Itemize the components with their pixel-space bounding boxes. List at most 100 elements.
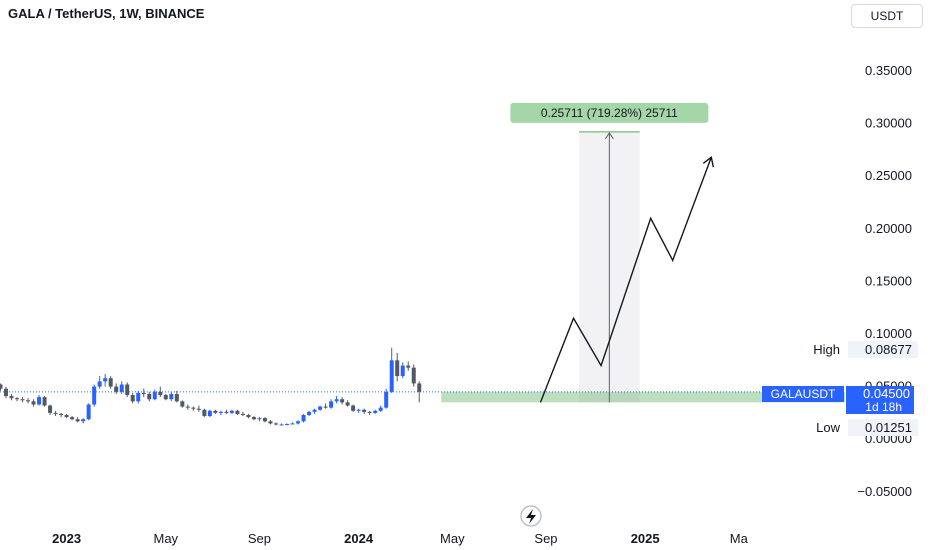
candle-body [37, 397, 42, 405]
x-tick-label: 2025 [631, 531, 660, 546]
x-tick-label: May [440, 531, 465, 546]
countdown: 1d 18h [865, 400, 902, 414]
candle-body [174, 393, 179, 402]
candle-body [218, 411, 223, 413]
candle-body [384, 391, 389, 408]
low-value-bg [848, 419, 918, 436]
candle-body [202, 409, 207, 417]
last-price: 0.04500 [863, 386, 910, 401]
candle-body [296, 421, 301, 424]
candle-body [15, 398, 20, 400]
x-axis: Sep2023MaySep2024MaySep2025Ma [52, 531, 749, 546]
high-label: High [813, 342, 840, 357]
candle-body [323, 406, 328, 408]
measure-label-box [510, 102, 709, 123]
y-tick-label: 0.35000 [865, 63, 912, 78]
measure-label: 0.25711 (719.28%) 25711 [541, 106, 678, 120]
candle-body [185, 406, 190, 408]
series-name-badge [762, 386, 844, 402]
candle-body [108, 378, 113, 387]
candle-body [273, 423, 278, 425]
candle-body [240, 413, 245, 416]
candle-body [207, 410, 212, 417]
y-tick-label: 0.10000 [865, 326, 912, 341]
candle-body [169, 393, 174, 400]
y-tick-label: 0.30000 [865, 116, 912, 131]
currency-selector-button[interactable]: USDT [851, 4, 923, 28]
candle-body [70, 417, 75, 420]
candle-body [125, 384, 130, 396]
y-tick-label: 0.20000 [865, 221, 912, 236]
candle-body [48, 405, 53, 413]
candle-body [373, 410, 378, 413]
candle-body [4, 388, 8, 397]
candle-body [42, 397, 47, 406]
candle-body [356, 409, 361, 411]
candle-body [191, 407, 196, 409]
candle-body [351, 405, 356, 411]
candle-body [9, 396, 14, 399]
accumulation-zone [441, 391, 845, 403]
high-value-bg [848, 341, 918, 358]
x-tick-label: Ma [730, 531, 749, 546]
candle-body [279, 424, 284, 426]
candle-body [251, 417, 256, 420]
y-tick-label: 0.25000 [865, 168, 912, 183]
candle-body [158, 391, 163, 396]
candle-body [97, 381, 102, 387]
candle-body [152, 391, 157, 400]
candles-layer [0, 347, 422, 426]
candle-body [406, 365, 411, 368]
candle-body [103, 378, 108, 382]
candle-body [312, 409, 317, 412]
candle-body [92, 386, 97, 405]
x-tick-label: May [154, 531, 179, 546]
high-label-bg [806, 341, 844, 358]
candle-body [26, 400, 31, 402]
candle-body [53, 412, 58, 414]
x-tick-label: Sep [534, 531, 557, 546]
chart-title: GALA / TetherUS, 1W, BINANCE [8, 6, 205, 21]
candle-body [180, 401, 185, 407]
candle-body [367, 411, 372, 413]
candle-body [417, 383, 422, 392]
y-tick-label: −0.05000 [857, 484, 912, 499]
y-axis: 0.35000 0.30000 0.25000 0.20000 0.15000 0.100… [857, 63, 912, 499]
lightning-icon [526, 509, 536, 524]
x-tick-label: Sep [248, 531, 271, 546]
candle-body [262, 418, 267, 422]
candle-body [64, 415, 69, 418]
candle-body [301, 415, 306, 422]
candle-body [318, 406, 323, 410]
candle-body [136, 392, 141, 402]
candle-body [235, 410, 240, 414]
candle-body [329, 401, 334, 408]
candle-body [31, 401, 36, 405]
low-label-bg [810, 419, 844, 436]
measure-arrow-head [604, 132, 614, 140]
projection-path [539, 157, 712, 403]
candle-body [285, 423, 290, 425]
candle-body [114, 386, 119, 392]
x-tick-label: 2023 [52, 531, 81, 546]
candle-body [362, 409, 367, 412]
candle-body [119, 384, 124, 392]
candle-body [307, 411, 312, 416]
projection-layer [539, 156, 715, 403]
candle-body [229, 410, 234, 413]
x-tick-label: 2024 [344, 531, 374, 546]
candle-body [130, 395, 135, 402]
measure-layer: 0.25711 (719.28%) 25711 [510, 102, 709, 403]
tradingview-logo [520, 505, 542, 527]
candle-body [196, 408, 201, 410]
candle-body [224, 411, 229, 413]
high-value: 0.08677 [865, 342, 912, 357]
candle-body [257, 418, 262, 420]
candle-body [213, 410, 218, 413]
candle-body [411, 367, 416, 384]
candle-body [81, 419, 86, 422]
low-label: Low [816, 420, 840, 435]
series-name: GALAUSDT [771, 387, 836, 401]
low-value: 0.01251 [865, 420, 912, 435]
